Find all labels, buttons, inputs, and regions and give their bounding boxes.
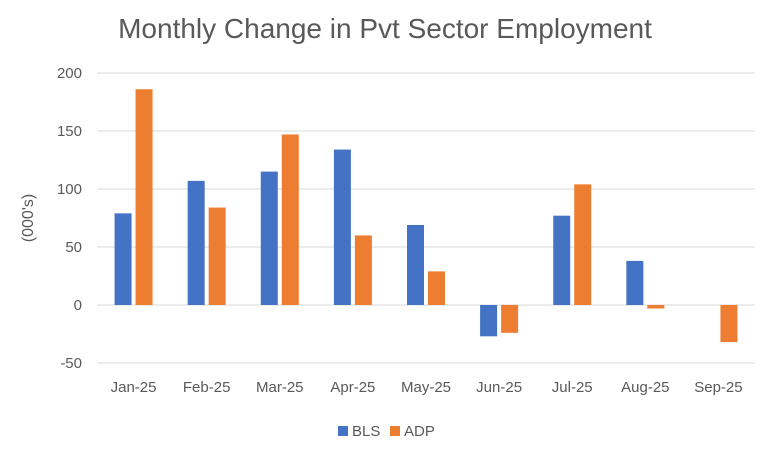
x-tick-label: Jun-25 [476,379,522,396]
y-tick-label: 100 [57,181,82,198]
bar-adp-aug-25 [647,305,665,309]
y-tick-label: 200 [57,65,82,82]
bar-adp-feb-25 [208,207,226,305]
x-tick-label: Apr-25 [330,379,375,396]
chart-title: Monthly Change in Pvt Sector Employment [118,13,652,44]
bar-bls-apr-25 [333,149,351,305]
bar-adp-apr-25 [354,235,372,305]
bar-bls-jan-25 [114,213,132,305]
bar-adp-jul-25 [574,184,592,305]
legend-label-adp: ADP [404,423,435,440]
legend-swatch-bls [338,426,348,436]
legend-label-bls: BLS [352,423,380,440]
x-tick-label: Jan-25 [111,379,157,396]
legend-swatch-adp [390,426,400,436]
y-tick-label: 150 [57,123,82,140]
x-tick-label: Sep-25 [694,379,742,396]
y-tick-label: -50 [60,355,82,372]
bar-adp-jan-25 [135,89,153,306]
y-tick-label: 50 [65,239,82,256]
bar-bls-jun-25 [480,305,498,337]
bar-bls-mar-25 [260,171,278,305]
bar-adp-sep-25 [720,305,738,343]
bar-adp-may-25 [428,271,445,305]
x-tick-label: Feb-25 [183,379,231,396]
bar-adp-mar-25 [281,134,299,305]
x-tick-label: May-25 [401,379,451,396]
bar-adp-jun-25 [501,305,519,333]
bar-bls-feb-25 [187,180,205,305]
bar-bls-jul-25 [553,215,571,305]
x-tick-label: Jul-25 [552,379,593,396]
y-tick-label: 0 [74,297,82,314]
x-tick-label: Mar-25 [256,379,304,396]
bar-bls-aug-25 [626,260,644,305]
y-axis-label: (000's) [20,194,37,242]
bar-bls-may-25 [407,224,424,305]
x-tick-label: Aug-25 [621,379,669,396]
